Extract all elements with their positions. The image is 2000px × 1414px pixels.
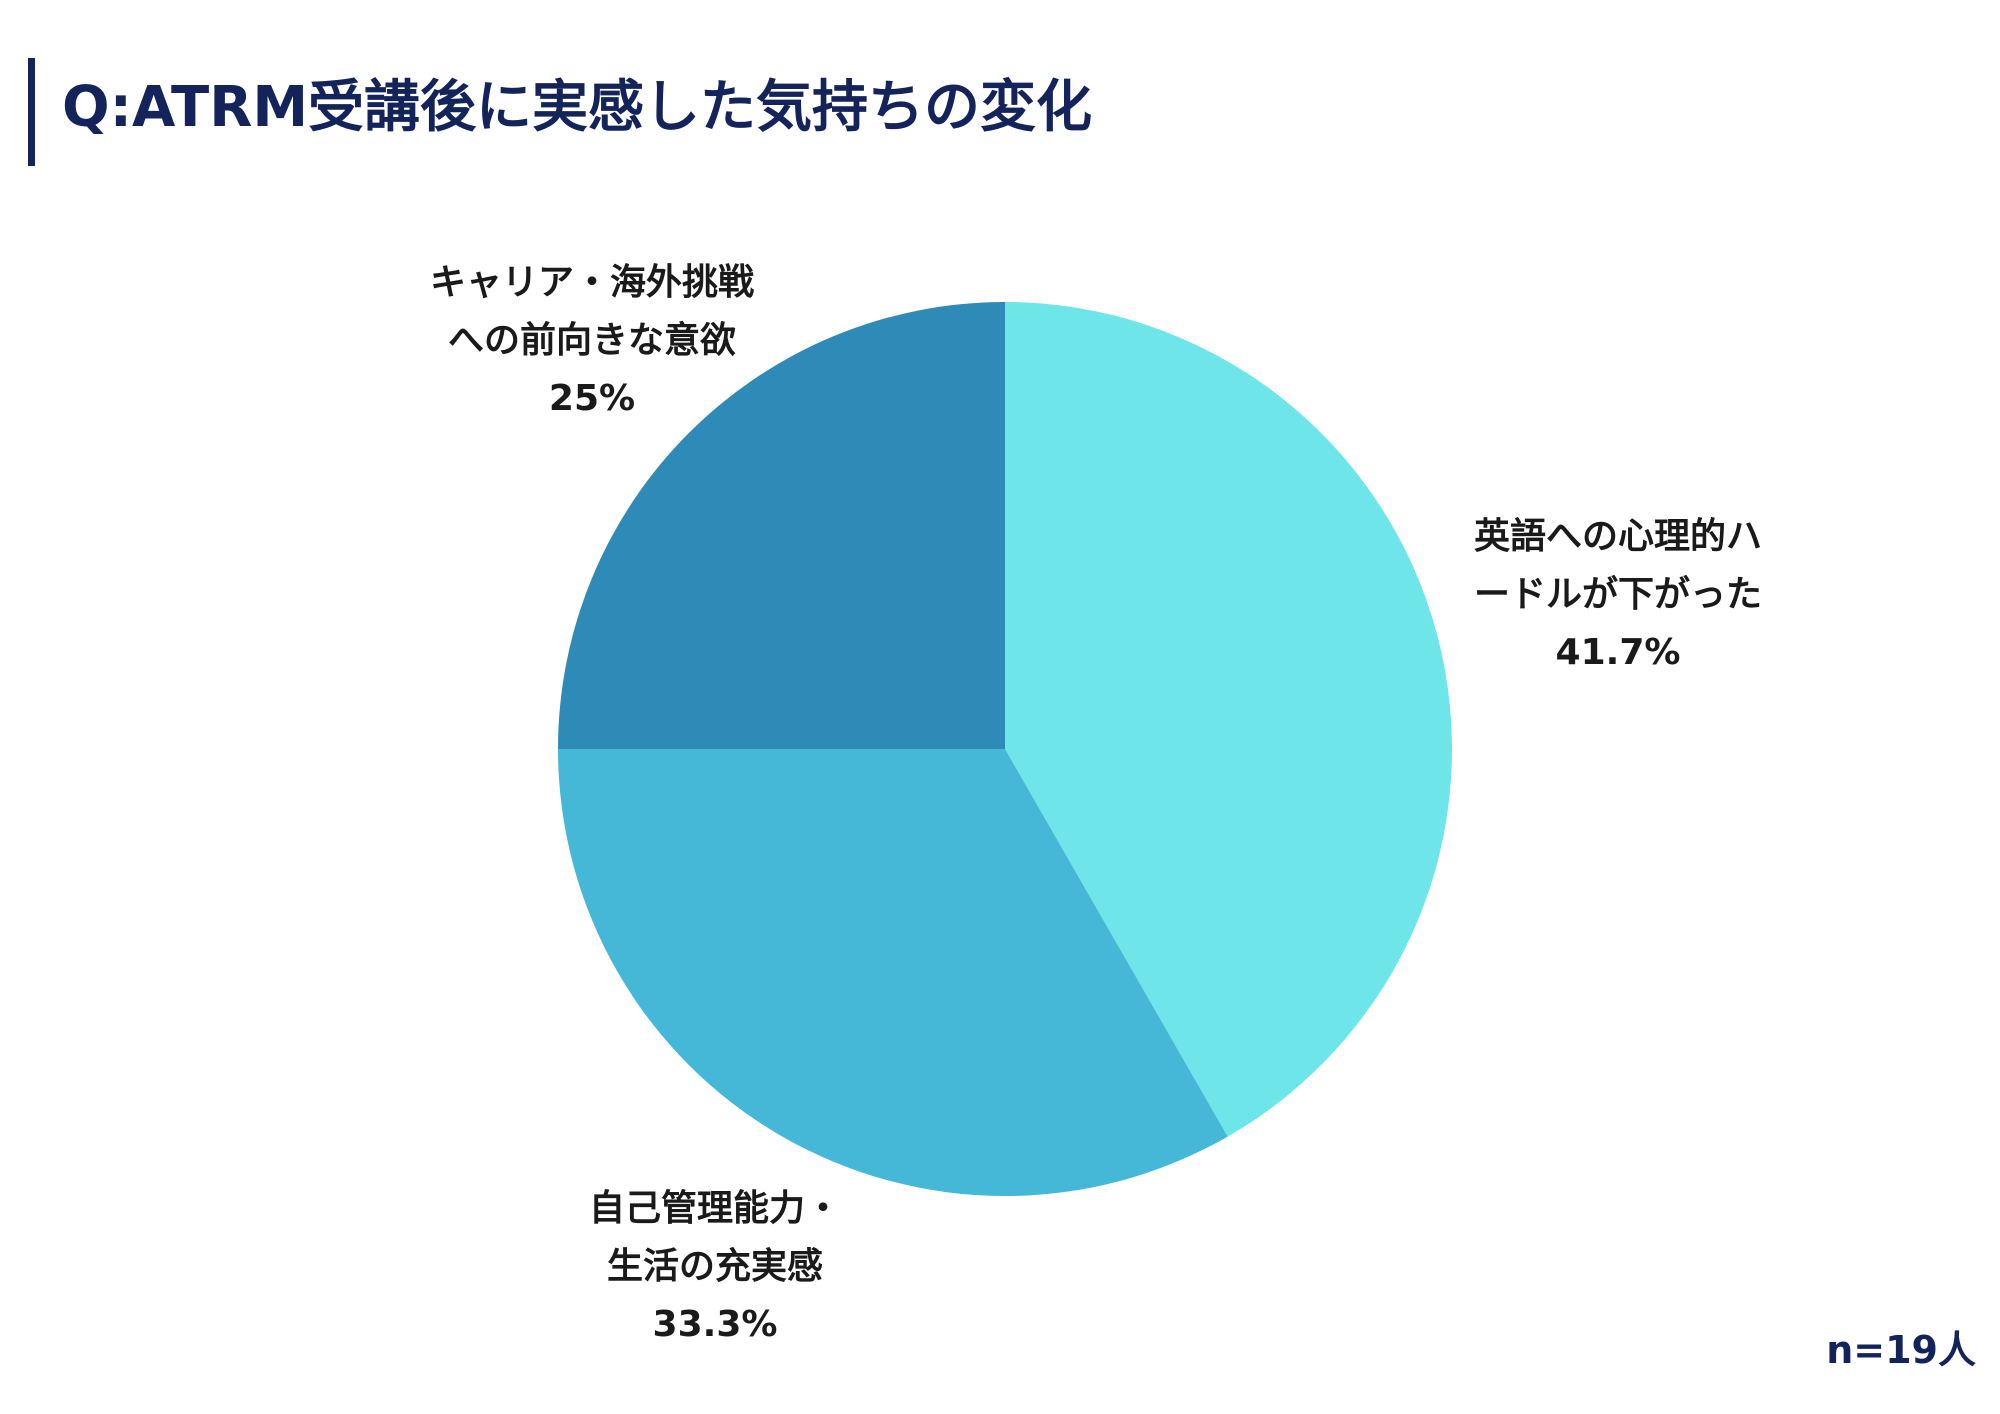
slice-value-label: 25%: [548, 378, 636, 419]
slice-self-management: [558, 749, 1228, 1196]
slice-label-english-hurdle: 英語への心理的ハ ードルが下がった 41.7%: [1474, 508, 1762, 682]
slice-value-label: 33.3%: [652, 1304, 778, 1345]
slice-label-career: キャリア・海外挑戦 への前向きな意欲 25%: [430, 254, 754, 428]
slice-career: [558, 302, 1005, 749]
slice-label-line: 英語への心理的ハ: [1473, 516, 1763, 557]
sample-size-note: n=19人: [1826, 1328, 1976, 1372]
slice-english-hurdle: [1005, 302, 1452, 1137]
slice-label-self-management: 自己管理能力・ 生活の充実感 33.3%: [589, 1180, 841, 1354]
slice-value-label: 41.7%: [1555, 632, 1681, 673]
slice-label-line: キャリア・海外挑戦: [429, 262, 755, 303]
slice-label-line: 自己管理能力・: [588, 1188, 842, 1229]
slice-label-line: ードルが下がった: [1473, 574, 1763, 615]
slice-label-line: 生活の充実感: [606, 1246, 824, 1287]
page-title: Q:ATRM受講後に実感した気持ちの変化: [62, 75, 1093, 140]
title-accent-bar: [28, 58, 35, 166]
slice-label-line: への前向きな意欲: [447, 320, 737, 361]
